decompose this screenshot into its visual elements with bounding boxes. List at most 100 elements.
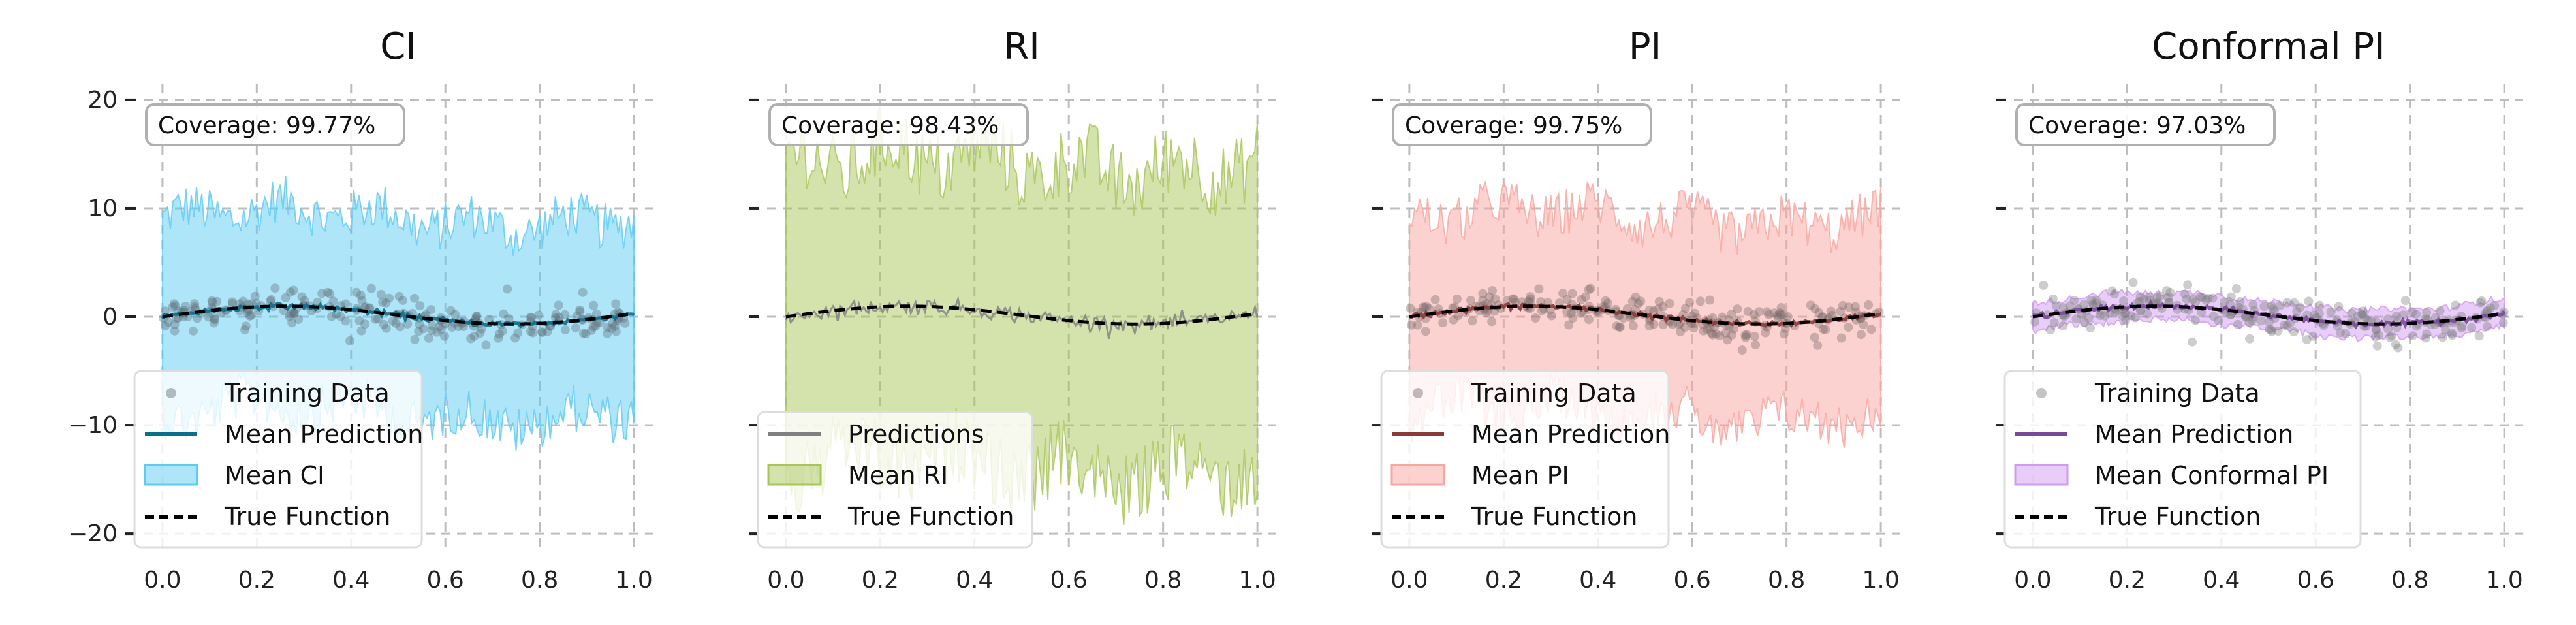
training-point [246, 310, 256, 320]
training-point [395, 322, 405, 332]
training-point [1654, 296, 1664, 306]
training-point [1864, 300, 1874, 310]
training-point [2457, 321, 2467, 331]
x-tick-label: 1.0 [2485, 567, 2522, 594]
training-point [189, 326, 198, 336]
training-point [2282, 321, 2292, 330]
training-point [1749, 310, 1759, 319]
training-point [1721, 329, 1731, 338]
training-point [1488, 286, 1497, 296]
training-point [250, 291, 260, 301]
training-point [1531, 313, 1541, 323]
training-point [266, 295, 276, 304]
training-point [1813, 340, 1823, 350]
training-point [2079, 300, 2089, 310]
training-point [1783, 312, 1793, 321]
training-point [2161, 286, 2171, 296]
training-point [2188, 295, 2197, 304]
training-point [2092, 295, 2101, 305]
training-point [190, 299, 200, 309]
training-point [2235, 297, 2245, 306]
legend-label: Mean RI [848, 461, 948, 490]
training-point [341, 316, 351, 326]
training-point [297, 292, 307, 302]
legend-label: Mean Prediction [2095, 420, 2293, 449]
x-tick-label: 0.6 [427, 567, 464, 594]
training-point [1687, 311, 1697, 321]
training-point [2422, 308, 2432, 317]
training-point [287, 318, 297, 328]
legend-box [133, 370, 423, 549]
training-point [526, 312, 535, 322]
training-point [2203, 294, 2213, 304]
training-point [1751, 340, 1761, 350]
training-point [1699, 326, 1708, 336]
training-point [2393, 343, 2403, 353]
training-point [2214, 316, 2223, 326]
training-point [1558, 289, 1568, 298]
training-point [2248, 300, 2258, 310]
training-point [510, 333, 520, 343]
training-point [281, 293, 291, 302]
training-point [388, 316, 398, 326]
training-point [2126, 311, 2136, 321]
true-function-line [785, 304, 1258, 326]
panel-3: PI 0.0 0.2 0.4 0.6 0.8 1.0 Coverage: 99.75% Trai… [1372, 25, 1900, 594]
training-point [1586, 283, 1595, 293]
training-point [1576, 308, 1586, 318]
coverage-box [1392, 103, 1652, 146]
training-point [2408, 307, 2417, 317]
x-tick-label: 1.0 [1862, 567, 1899, 594]
training-point [1818, 325, 1828, 334]
training-point [2201, 296, 2211, 305]
legend-label: Training Data [2094, 379, 2260, 408]
training-point [398, 295, 407, 305]
training-point [1562, 295, 1572, 304]
training-point [526, 327, 535, 336]
training-point [2353, 312, 2363, 321]
coverage-box [2015, 103, 2276, 146]
training-point [2136, 306, 2145, 315]
training-point [1844, 302, 1854, 312]
training-point [527, 313, 537, 323]
training-point [2447, 329, 2457, 338]
coverage-text: Coverage: 99.75% [1405, 112, 1622, 139]
training-point [212, 296, 222, 306]
training-point [427, 321, 437, 330]
training-point [2188, 337, 2197, 347]
training-point [2370, 332, 2380, 342]
training-point [209, 318, 219, 328]
coverage-box [145, 103, 405, 146]
panel-title: PI [1629, 25, 1661, 68]
coverage-text: Coverage: 97.03% [2028, 112, 2246, 139]
training-point [620, 318, 630, 328]
training-point [2485, 303, 2495, 313]
training-point [170, 301, 180, 311]
training-point [2358, 310, 2368, 320]
legend: Predictions Mean RI True Function [757, 411, 1033, 549]
training-point [534, 310, 544, 320]
training-point [1705, 295, 1715, 305]
training-point [2086, 323, 2096, 333]
training-point [560, 310, 570, 319]
training-point [2408, 331, 2417, 341]
training-point [611, 327, 621, 336]
training-point [207, 296, 217, 306]
training-point [475, 329, 485, 338]
training-point [1685, 298, 1695, 308]
x-tick-label: 0.0 [2014, 567, 2051, 594]
x-tick-label: 0.4 [1579, 567, 1616, 594]
training-point [572, 311, 582, 321]
x-tick-label: 0.6 [2297, 567, 2334, 594]
training-point [327, 312, 336, 321]
training-point [1618, 313, 1628, 323]
training-point [2119, 296, 2129, 306]
training-point [2135, 296, 2144, 306]
legend-marker-dot [166, 388, 176, 398]
training-point [2208, 293, 2218, 303]
training-point [381, 298, 391, 308]
training-point [2136, 306, 2146, 315]
legend-marker-patch [767, 464, 822, 486]
training-point [2334, 302, 2344, 312]
training-point [2498, 318, 2508, 328]
